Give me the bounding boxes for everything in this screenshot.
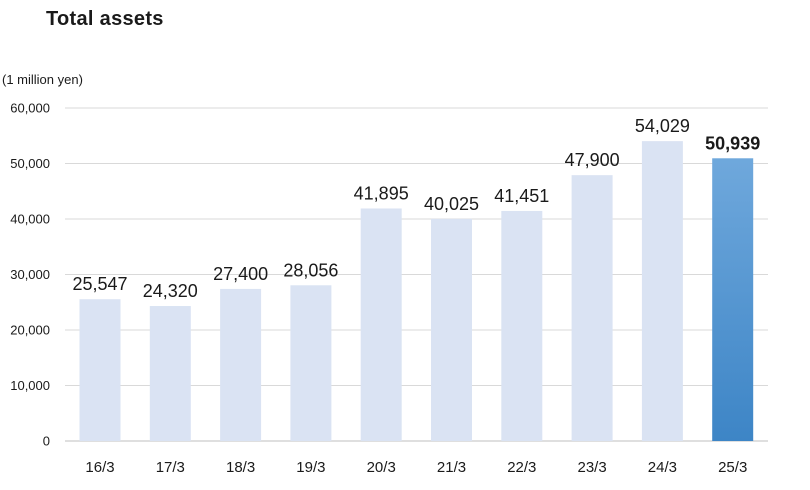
y-tick-label: 60,000 [10,101,50,116]
data-label: 47,900 [565,150,620,170]
data-label: 41,451 [494,186,549,206]
data-label: 40,025 [424,194,479,214]
x-tick-label: 19/3 [296,459,325,476]
data-label: 25,547 [72,274,127,294]
chart-title: Total assets [46,8,164,30]
x-tick-label: 18/3 [226,459,255,476]
y-tick-label: 20,000 [10,323,50,338]
bar-19-3 [290,285,332,441]
x-tick-label: 16/3 [85,459,114,476]
bar-18-3 [220,288,262,441]
bar-17-3 [149,306,191,441]
x-axis-ticks: 16/3 17/3 18/3 19/3 20/3 21/3 22/3 23/3 24/3 25/3 [85,459,747,476]
x-tick-label: 23/3 [577,459,606,476]
y-axis-unit-label: (1 million yen) [2,72,83,87]
data-label: 24,320 [143,281,198,301]
data-labels: 25,547 24,320 27,400 28,056 41,895 40,025 41,4… [72,116,760,301]
bar-25-3 [712,158,754,441]
x-tick-label: 25/3 [718,459,747,476]
bar-20-3 [360,208,402,441]
bar-21-3 [431,218,472,441]
x-tick-label: 22/3 [507,459,536,476]
data-label: 28,056 [283,260,338,280]
bar-24-3 [641,141,683,442]
bar-16-3 [79,299,121,441]
x-tick-label: 21/3 [437,459,466,476]
data-label: 50,939 [705,133,760,153]
y-axis-ticks: 0 10,000 20,000 30,000 40,000 50,000 60,000 [10,101,50,449]
y-tick-label: 0 [43,434,50,449]
x-tick-label: 20/3 [367,459,396,476]
y-tick-label: 40,000 [10,212,50,227]
bars [79,141,754,442]
data-label: 27,400 [213,264,268,284]
bar-22-3 [501,210,543,441]
x-tick-label: 17/3 [156,459,185,476]
bar-23-3 [571,175,613,441]
y-tick-label: 30,000 [10,267,50,282]
x-tick-label: 24/3 [648,459,677,476]
y-tick-label: 50,000 [10,156,50,171]
data-label: 54,029 [635,116,690,136]
data-label: 41,895 [354,183,409,203]
y-tick-label: 10,000 [10,378,50,393]
